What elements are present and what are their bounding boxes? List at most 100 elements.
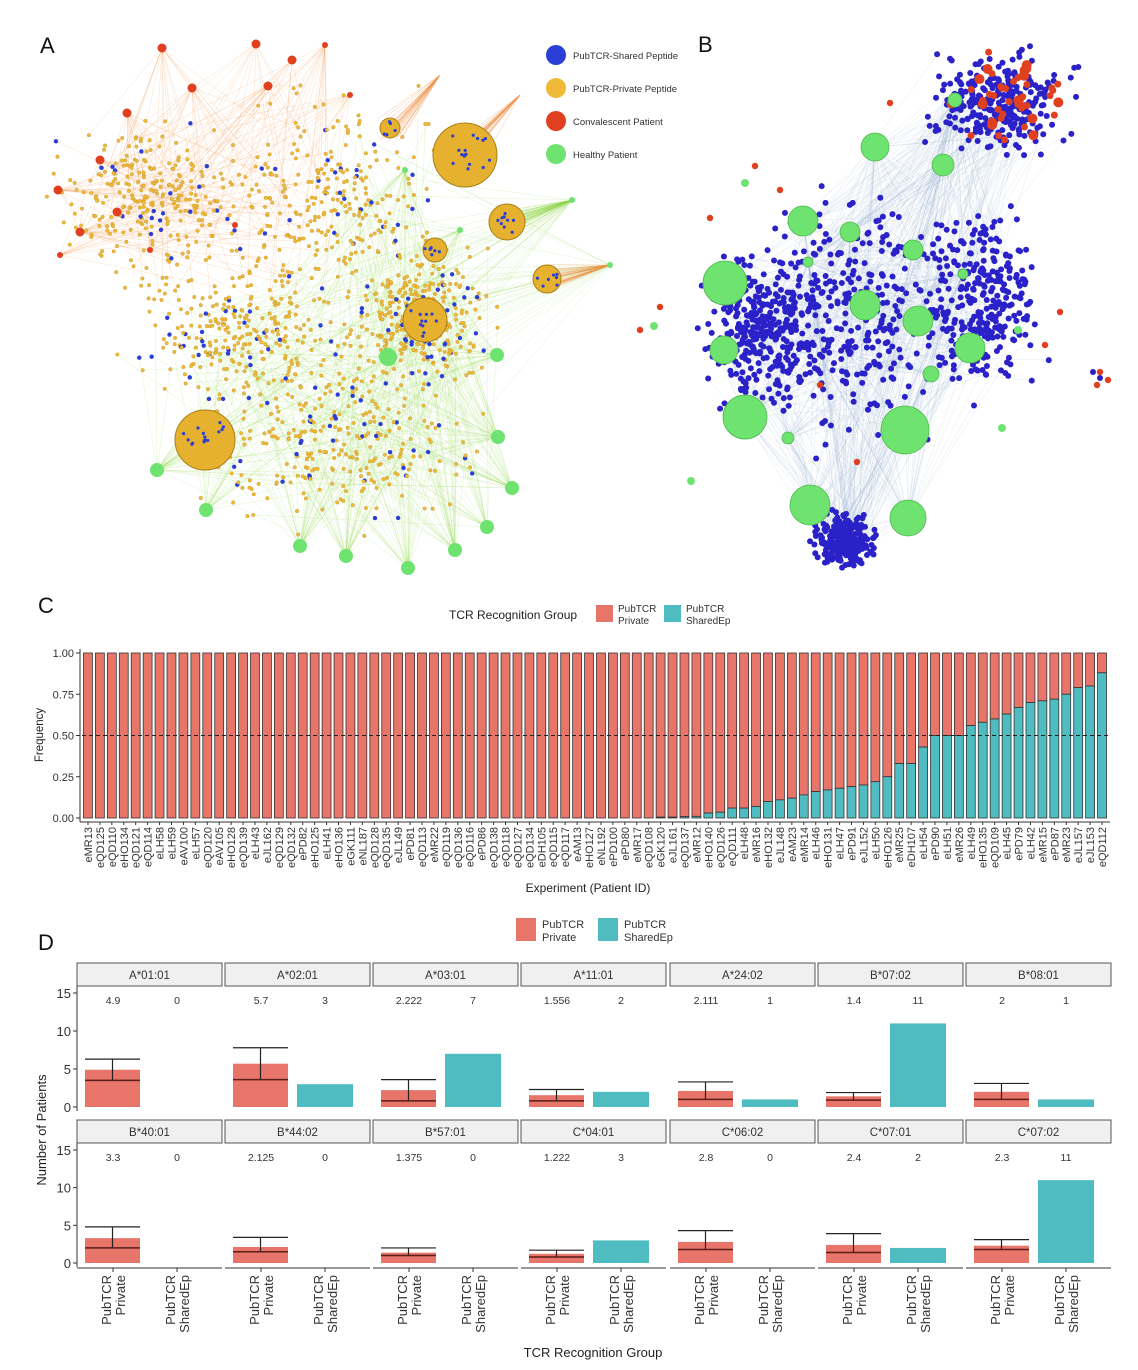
shared-peptide-node xyxy=(826,533,833,540)
private-peptide-node xyxy=(267,152,272,157)
shared-peptide-node xyxy=(937,304,944,311)
network-edge xyxy=(354,177,456,551)
shared-peptide-node xyxy=(770,399,777,406)
private-peptide-node xyxy=(127,182,132,187)
private-peptide-node xyxy=(394,325,399,330)
network-edge xyxy=(149,182,183,251)
shared-peptide-node xyxy=(784,386,791,393)
shared-peptide-node xyxy=(792,318,799,325)
shared-peptide-node xyxy=(1090,369,1096,375)
network-edge xyxy=(385,74,441,118)
network-edge xyxy=(917,109,1009,322)
private-peptide-node xyxy=(137,199,142,203)
network-edge xyxy=(787,419,892,439)
network-edge xyxy=(79,140,119,233)
private-peptide-node xyxy=(120,158,124,163)
shared-peptide-node xyxy=(1020,315,1027,322)
shared-peptide-node xyxy=(864,552,871,559)
private-peptide-node xyxy=(391,420,396,425)
shared-peptide-node xyxy=(926,334,933,341)
private-peptide-node xyxy=(388,331,393,336)
private-peptide-node xyxy=(285,345,290,350)
legend-label-line1: PubTCR xyxy=(618,604,656,615)
private-peptide-node xyxy=(452,377,457,382)
shared-peptide-node xyxy=(967,70,974,77)
shared-peptide-node xyxy=(974,138,981,145)
shared-peptide-node xyxy=(99,165,104,170)
network-edge xyxy=(249,264,611,439)
network-edge xyxy=(212,357,513,489)
private-peptide-node xyxy=(361,412,366,417)
private-peptide-node xyxy=(221,185,226,190)
private-peptide-node xyxy=(351,390,355,395)
shared-peptide-node xyxy=(872,328,879,335)
shared-peptide-node xyxy=(976,236,983,243)
private-peptide-node xyxy=(361,486,366,491)
private-peptide-node xyxy=(261,245,266,249)
private-peptide-node xyxy=(100,249,105,254)
network-edge xyxy=(249,94,351,274)
x-tick-label: eMR17 xyxy=(632,827,644,862)
private-peptide-node xyxy=(330,481,334,486)
network-edge xyxy=(99,159,147,269)
private-peptide-node xyxy=(187,335,191,340)
network-edge xyxy=(191,87,289,236)
shared-peptide-node xyxy=(1031,321,1038,328)
private-peptide-node xyxy=(421,403,426,408)
network-edge xyxy=(231,44,326,234)
network-edge xyxy=(756,231,851,380)
network-edge xyxy=(907,331,1002,519)
shared-peptide-node xyxy=(923,298,930,305)
shared-peptide-node xyxy=(847,527,854,534)
shared-peptide-node xyxy=(766,386,773,393)
convalescent-patient-node xyxy=(287,55,297,65)
private-peptide-node xyxy=(149,187,153,192)
shared-peptide-node xyxy=(772,358,779,365)
shared-peptide-node xyxy=(772,281,779,288)
private-peptide-node xyxy=(129,172,134,177)
shared-peptide-node xyxy=(886,322,893,329)
network-edge xyxy=(244,318,301,547)
private-peptide-node xyxy=(328,389,333,394)
shared-peptide-node xyxy=(1005,372,1012,379)
shared-peptide-node xyxy=(503,211,507,216)
shared-peptide-node xyxy=(956,375,963,382)
network-edge xyxy=(272,331,456,551)
shared-peptide-node xyxy=(1068,130,1075,137)
private-peptide-node xyxy=(275,473,280,478)
shared-peptide-node xyxy=(938,296,945,303)
legend-swatch-icon xyxy=(546,111,566,131)
private-peptide-node xyxy=(334,438,339,443)
private-peptide-node xyxy=(348,238,353,243)
private-peptide-node xyxy=(209,233,214,238)
shared-peptide-node xyxy=(1036,123,1043,130)
network-edge xyxy=(219,420,499,438)
network-edge xyxy=(205,438,378,511)
shared-peptide-node xyxy=(842,561,849,568)
shared-peptide-node xyxy=(1007,203,1014,210)
shared-peptide-node xyxy=(206,438,210,443)
network-edge xyxy=(864,164,944,527)
network-edge xyxy=(281,94,351,282)
private-peptide-node xyxy=(214,302,219,307)
private-peptide-node xyxy=(214,347,219,352)
shared-peptide-node xyxy=(798,310,805,317)
network-edge xyxy=(462,199,573,278)
shared-peptide-node xyxy=(905,383,912,390)
network-edge xyxy=(450,352,456,551)
private-peptide-node xyxy=(162,291,167,296)
private-peptide-node xyxy=(212,175,217,180)
shared-peptide-node xyxy=(149,215,155,221)
private-peptide-node xyxy=(214,350,219,355)
shared-peptide-node xyxy=(277,337,283,342)
private-peptide-node xyxy=(161,345,166,350)
private-peptide-node xyxy=(144,266,149,270)
private-peptide-node xyxy=(408,287,413,292)
private-peptide-node xyxy=(158,171,163,176)
shared-peptide-node xyxy=(1023,246,1030,253)
healthy-patient-node xyxy=(722,394,768,440)
network-edge xyxy=(79,231,189,246)
private-peptide-node xyxy=(127,205,132,210)
private-peptide-node xyxy=(244,380,249,385)
network-edge xyxy=(110,47,163,185)
